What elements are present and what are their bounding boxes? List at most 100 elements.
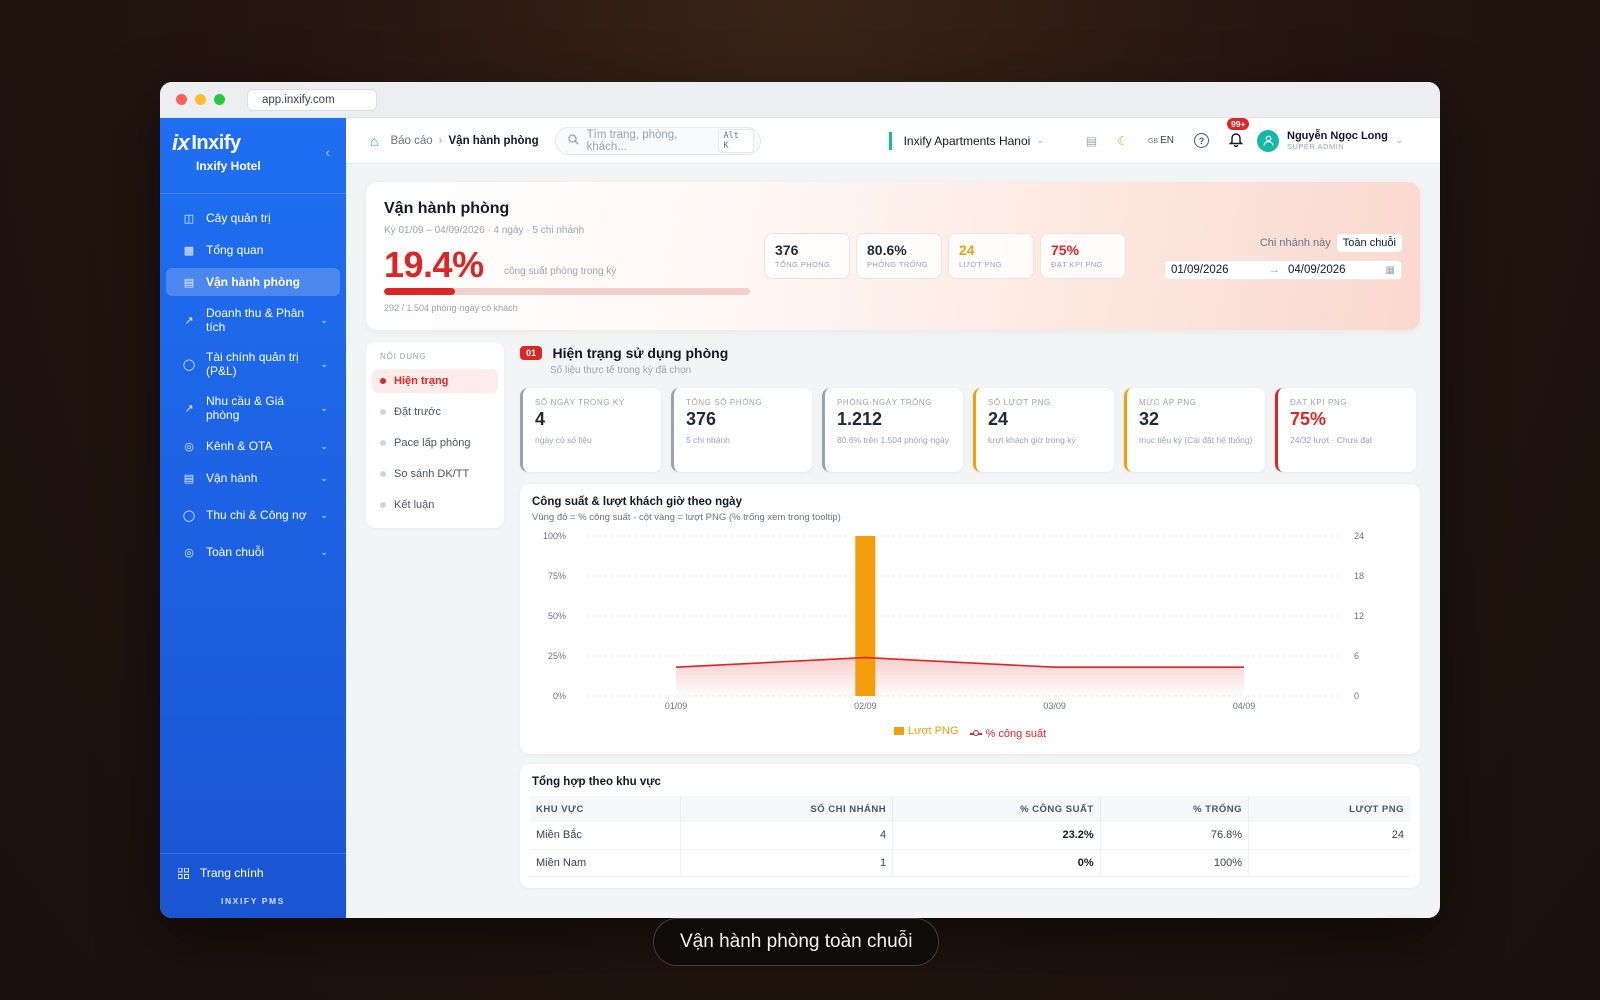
legend-bar[interactable]: Lượt PNG xyxy=(893,725,959,737)
footer-brand: INXIFY PMS xyxy=(220,896,286,906)
calendar-icon[interactable]: ▦ xyxy=(1385,264,1395,276)
sidebar-item[interactable]: ◫ Cây quản trị xyxy=(166,204,340,232)
occupancy-line xyxy=(675,656,1244,668)
stat-note: 5 chi nhánh xyxy=(686,435,730,445)
kpi-card: 80.6% PHÒNG TRỐNG xyxy=(856,233,942,279)
column-header[interactable]: SỐ CHI NHÁNH xyxy=(680,796,894,822)
sidebar-item[interactable]: ▩ Tổng quan xyxy=(166,236,340,264)
scope-option-branch[interactable]: Chi nhánh này xyxy=(1259,237,1331,249)
sidebar-item-label: Kênh & OTA xyxy=(206,439,273,453)
close-window-button[interactable] xyxy=(176,94,187,105)
topbar: ⌂ Báo cáo › Vận hành phòng Tìm trang, ph… xyxy=(346,117,1440,164)
stat-note: ngày có số liệu xyxy=(535,435,592,445)
globe-icon: ◎ xyxy=(184,546,194,559)
sidebar-item[interactable]: ▤ Vận hành ⌄ xyxy=(166,464,340,492)
column-header[interactable]: % TRỐNG xyxy=(1100,796,1250,822)
breadcrumb-reports[interactable]: Báo cáo xyxy=(390,134,433,147)
stat-card: SỐ LƯỢT PNG 24 lượt khách giờ trong kỳ xyxy=(973,388,1114,472)
legend-line-label: % công suất xyxy=(985,728,1047,740)
help-icon[interactable]: ? xyxy=(1194,133,1210,148)
table-row[interactable]: Miền Bắc 4 23.2% 76.8% 24 xyxy=(530,822,1410,850)
x-tick: 02/09 xyxy=(854,701,877,711)
list-icon[interactable]: ▤ xyxy=(1085,133,1098,148)
toc-item[interactable]: Hiện trạng xyxy=(372,369,498,393)
sidebar-item-home[interactable]: Trang chính xyxy=(176,866,330,880)
chevron-down-icon: ⌄ xyxy=(320,472,328,483)
stat-note: mục tiêu kỳ (Cài đặt hệ thống) xyxy=(1139,435,1253,445)
kpi-label: ĐẠT KPI PNG xyxy=(1051,260,1103,269)
toc-item[interactable]: Đặt trước xyxy=(372,400,498,424)
column-header[interactable]: LƯỢT PNG xyxy=(1248,796,1410,822)
bar-chart-icon: ▩ xyxy=(183,244,195,257)
table-cell: 4 xyxy=(680,822,894,850)
chevron-left-icon[interactable]: ‹ xyxy=(325,144,330,160)
language-switch[interactable]: GB EN xyxy=(1148,135,1174,146)
moon-icon[interactable]: ☾ xyxy=(1117,133,1128,148)
toc-item-label: Pace lấp phòng xyxy=(394,437,471,449)
sidebar-item-label: Doanh thu & Phân tích xyxy=(206,306,305,334)
chevron-down-icon: ⌄ xyxy=(320,402,328,413)
png-bar[interactable] xyxy=(855,536,876,696)
table-row[interactable]: Miền Nam 1 0% 100% xyxy=(530,849,1410,877)
kpi-card: 24 LƯỢT PNG xyxy=(948,233,1034,279)
chart-subtitle: Vùng đỏ = % công suất · cột vàng = lượt … xyxy=(532,512,841,523)
sidebar-item[interactable]: ↗ Nhu cầu & Giá phòng ⌄ xyxy=(166,388,340,428)
column-header[interactable]: KHU VỰC xyxy=(530,796,681,822)
chevron-down-icon: ⌄ xyxy=(320,509,328,520)
sidebar-item-label: Toàn chuỗi xyxy=(206,545,265,559)
y-left-tick: 75% xyxy=(548,571,566,581)
toc-bullet xyxy=(380,471,386,477)
stat-note: 80.6% trên 1.504 phòng·ngày xyxy=(837,435,950,445)
stat-value: 376 xyxy=(686,409,717,429)
sidebar-item[interactable]: ◯ Tài chính quản trị (P&L) ⌄ xyxy=(166,344,340,384)
date-to: 04/09/2026 xyxy=(1288,264,1346,276)
notification-badge: 99+ xyxy=(1227,117,1250,130)
region-summary-card: Tổng hợp theo khu vực KHU VỰC SỐ CHI NHÁN… xyxy=(520,764,1420,888)
chevron-down-icon: ⌄ xyxy=(320,546,328,557)
globe-icon: ◎ xyxy=(184,440,194,453)
coin-icon: ◯ xyxy=(182,358,196,371)
section-title: Hiện trạng sử dụng phòng xyxy=(552,344,729,361)
sidebar-item[interactable]: ◎ Kênh & OTA ⌄ xyxy=(166,432,340,460)
table-cell: 76.8% xyxy=(1100,822,1250,850)
date-from: 01/09/2026 xyxy=(1171,264,1229,276)
sidebar-item[interactable]: ◯ Thu chi & Công nợ ⌄ xyxy=(166,496,340,534)
x-tick: 04/09 xyxy=(1233,701,1256,711)
toc-item[interactable]: So sánh DK/TT xyxy=(372,462,498,486)
legend-line[interactable]: % công suất xyxy=(969,728,1047,740)
sidebar-item[interactable]: ◎ Toàn chuỗi ⌄ xyxy=(166,538,340,566)
table-cell xyxy=(1248,849,1410,877)
y-right-tick: 0 xyxy=(1354,691,1359,701)
y-right-tick: 18 xyxy=(1354,571,1364,581)
stat-value: 4 xyxy=(535,409,546,429)
minimize-window-button[interactable] xyxy=(195,94,206,105)
chevron-down-icon: ⌄ xyxy=(320,358,328,369)
toc-item[interactable]: Kết luận xyxy=(372,493,498,517)
kpi-value: 75% xyxy=(1051,242,1080,258)
property-selector[interactable]: Inxify Apartments Hanoi ⌄ xyxy=(888,131,1044,150)
brand-logo[interactable]: ix Inxify xyxy=(172,130,334,156)
notifications-button[interactable]: 99+ xyxy=(1227,117,1250,150)
date-range-picker[interactable]: 01/09/2026 → 04/09/2026 ▦ xyxy=(1164,260,1402,280)
table-of-contents: NỘI DUNG Hiện trạng Đặt trước Pace lấp phò… xyxy=(366,342,504,528)
url-bar[interactable]: app.inxify.com xyxy=(247,88,377,111)
toc-item[interactable]: Pace lấp phòng xyxy=(372,431,498,455)
user-menu[interactable]: Nguyễn Ngọc Long SUPER ADMIN ⌄ xyxy=(1257,129,1403,152)
stat-card: SỐ NGÀY TRONG KỲ 4 ngày có số liệu xyxy=(520,388,661,472)
sidebar-item[interactable]: ▤ Vận hành phòng xyxy=(166,268,340,296)
stat-label: PHÒNG·NGÀY TRỐNG xyxy=(837,398,933,407)
toc-item-label: Hiện trạng xyxy=(394,375,449,387)
occupancy-area xyxy=(676,657,1244,696)
home-icon[interactable]: ⌂ xyxy=(370,132,379,149)
legend-bar-swatch xyxy=(893,727,904,735)
kpi-label: LƯỢT PNG xyxy=(959,260,1002,269)
stat-label: SỐ LƯỢT PNG xyxy=(988,398,1051,407)
sidebar-item-label: Tài chính quản trị (P&L) xyxy=(206,350,299,378)
maximize-window-button[interactable] xyxy=(214,94,225,105)
search-input[interactable]: Tìm trang, phòng, khách... Alt K xyxy=(554,126,761,155)
sidebar-item[interactable]: ↗ Doanh thu & Phân tích ⌄ xyxy=(166,300,340,340)
column-header[interactable]: % CÔNG SUẤT xyxy=(892,796,1101,822)
scope-option-chain[interactable]: Toàn chuỗi xyxy=(1336,234,1402,252)
section-header: 01 Hiện trạng sử dụng phòng Số liệu thực… xyxy=(520,344,728,376)
region-table: KHU VỰC SỐ CHI NHÁNH% CÔNG SUẤT% TRỐNG LƯỢ… xyxy=(530,796,1410,877)
